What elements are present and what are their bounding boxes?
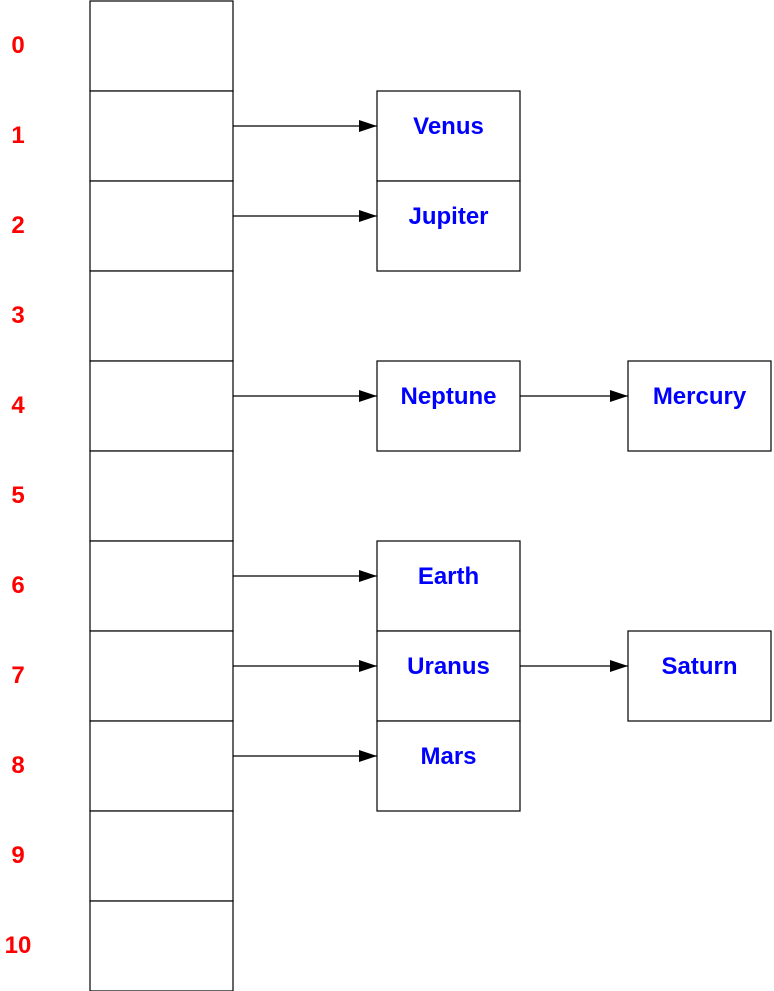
chain-node-uranus <box>376 630 521 722</box>
chain-node-label-mars: Mars <box>420 743 476 770</box>
chain-node-saturn <box>627 630 772 722</box>
bucket-cell-6 <box>89 540 234 632</box>
bucket-cell-10 <box>89 900 234 991</box>
chain-node-earth <box>376 540 521 632</box>
bucket-index-1: 1 <box>11 122 24 149</box>
chain-node-jupiter <box>376 180 521 272</box>
chain-node-label-venus: Venus <box>413 113 484 140</box>
bucket-cell-0 <box>89 0 234 92</box>
bucket-cell-2 <box>89 180 234 272</box>
chain-node-mars <box>376 720 521 812</box>
chain-node-venus <box>376 90 521 182</box>
chain-node-mercury <box>627 360 772 452</box>
bucket-index-3: 3 <box>11 302 24 329</box>
bucket-cell-3 <box>89 270 234 362</box>
bucket-cell-4 <box>89 360 234 452</box>
bucket-index-6: 6 <box>11 572 24 599</box>
chain-node-label-mercury: Mercury <box>653 383 747 410</box>
bucket-cell-8 <box>89 720 234 812</box>
chain-node-label-uranus: Uranus <box>407 653 490 680</box>
bucket-cell-7 <box>89 630 234 722</box>
bucket-index-0: 0 <box>11 32 24 59</box>
bucket-index-labels: 0 1 2 3 4 5 6 7 8 9 10 <box>5 32 32 959</box>
chain-node-label-neptune: Neptune <box>401 383 497 410</box>
bucket-index-4: 4 <box>11 392 25 419</box>
chain-node-label-saturn: Saturn <box>661 653 737 680</box>
pointer-arrows <box>233 120 628 762</box>
chain-node-neptune <box>376 360 521 452</box>
bucket-index-9: 9 <box>11 842 24 869</box>
bucket-index-7: 7 <box>11 662 24 689</box>
chain-node-label-jupiter: Jupiter <box>408 203 488 230</box>
bucket-index-8: 8 <box>11 752 24 779</box>
bucket-index-2: 2 <box>11 212 24 239</box>
bucket-cell-9 <box>89 810 234 902</box>
chain-node-label-earth: Earth <box>418 563 479 590</box>
bucket-array <box>89 0 234 991</box>
bucket-index-5: 5 <box>11 482 24 509</box>
bucket-index-10: 10 <box>5 932 32 959</box>
chain-nodes: Venus Jupiter Neptune Mercury Earth Uranus Sat… <box>376 90 772 812</box>
bucket-cell-5 <box>89 450 234 542</box>
bucket-cell-1 <box>89 90 234 182</box>
